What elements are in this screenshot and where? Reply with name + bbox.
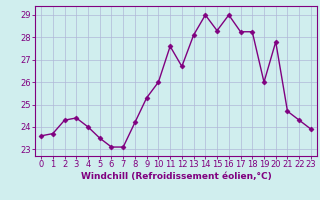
X-axis label: Windchill (Refroidissement éolien,°C): Windchill (Refroidissement éolien,°C)	[81, 172, 271, 181]
